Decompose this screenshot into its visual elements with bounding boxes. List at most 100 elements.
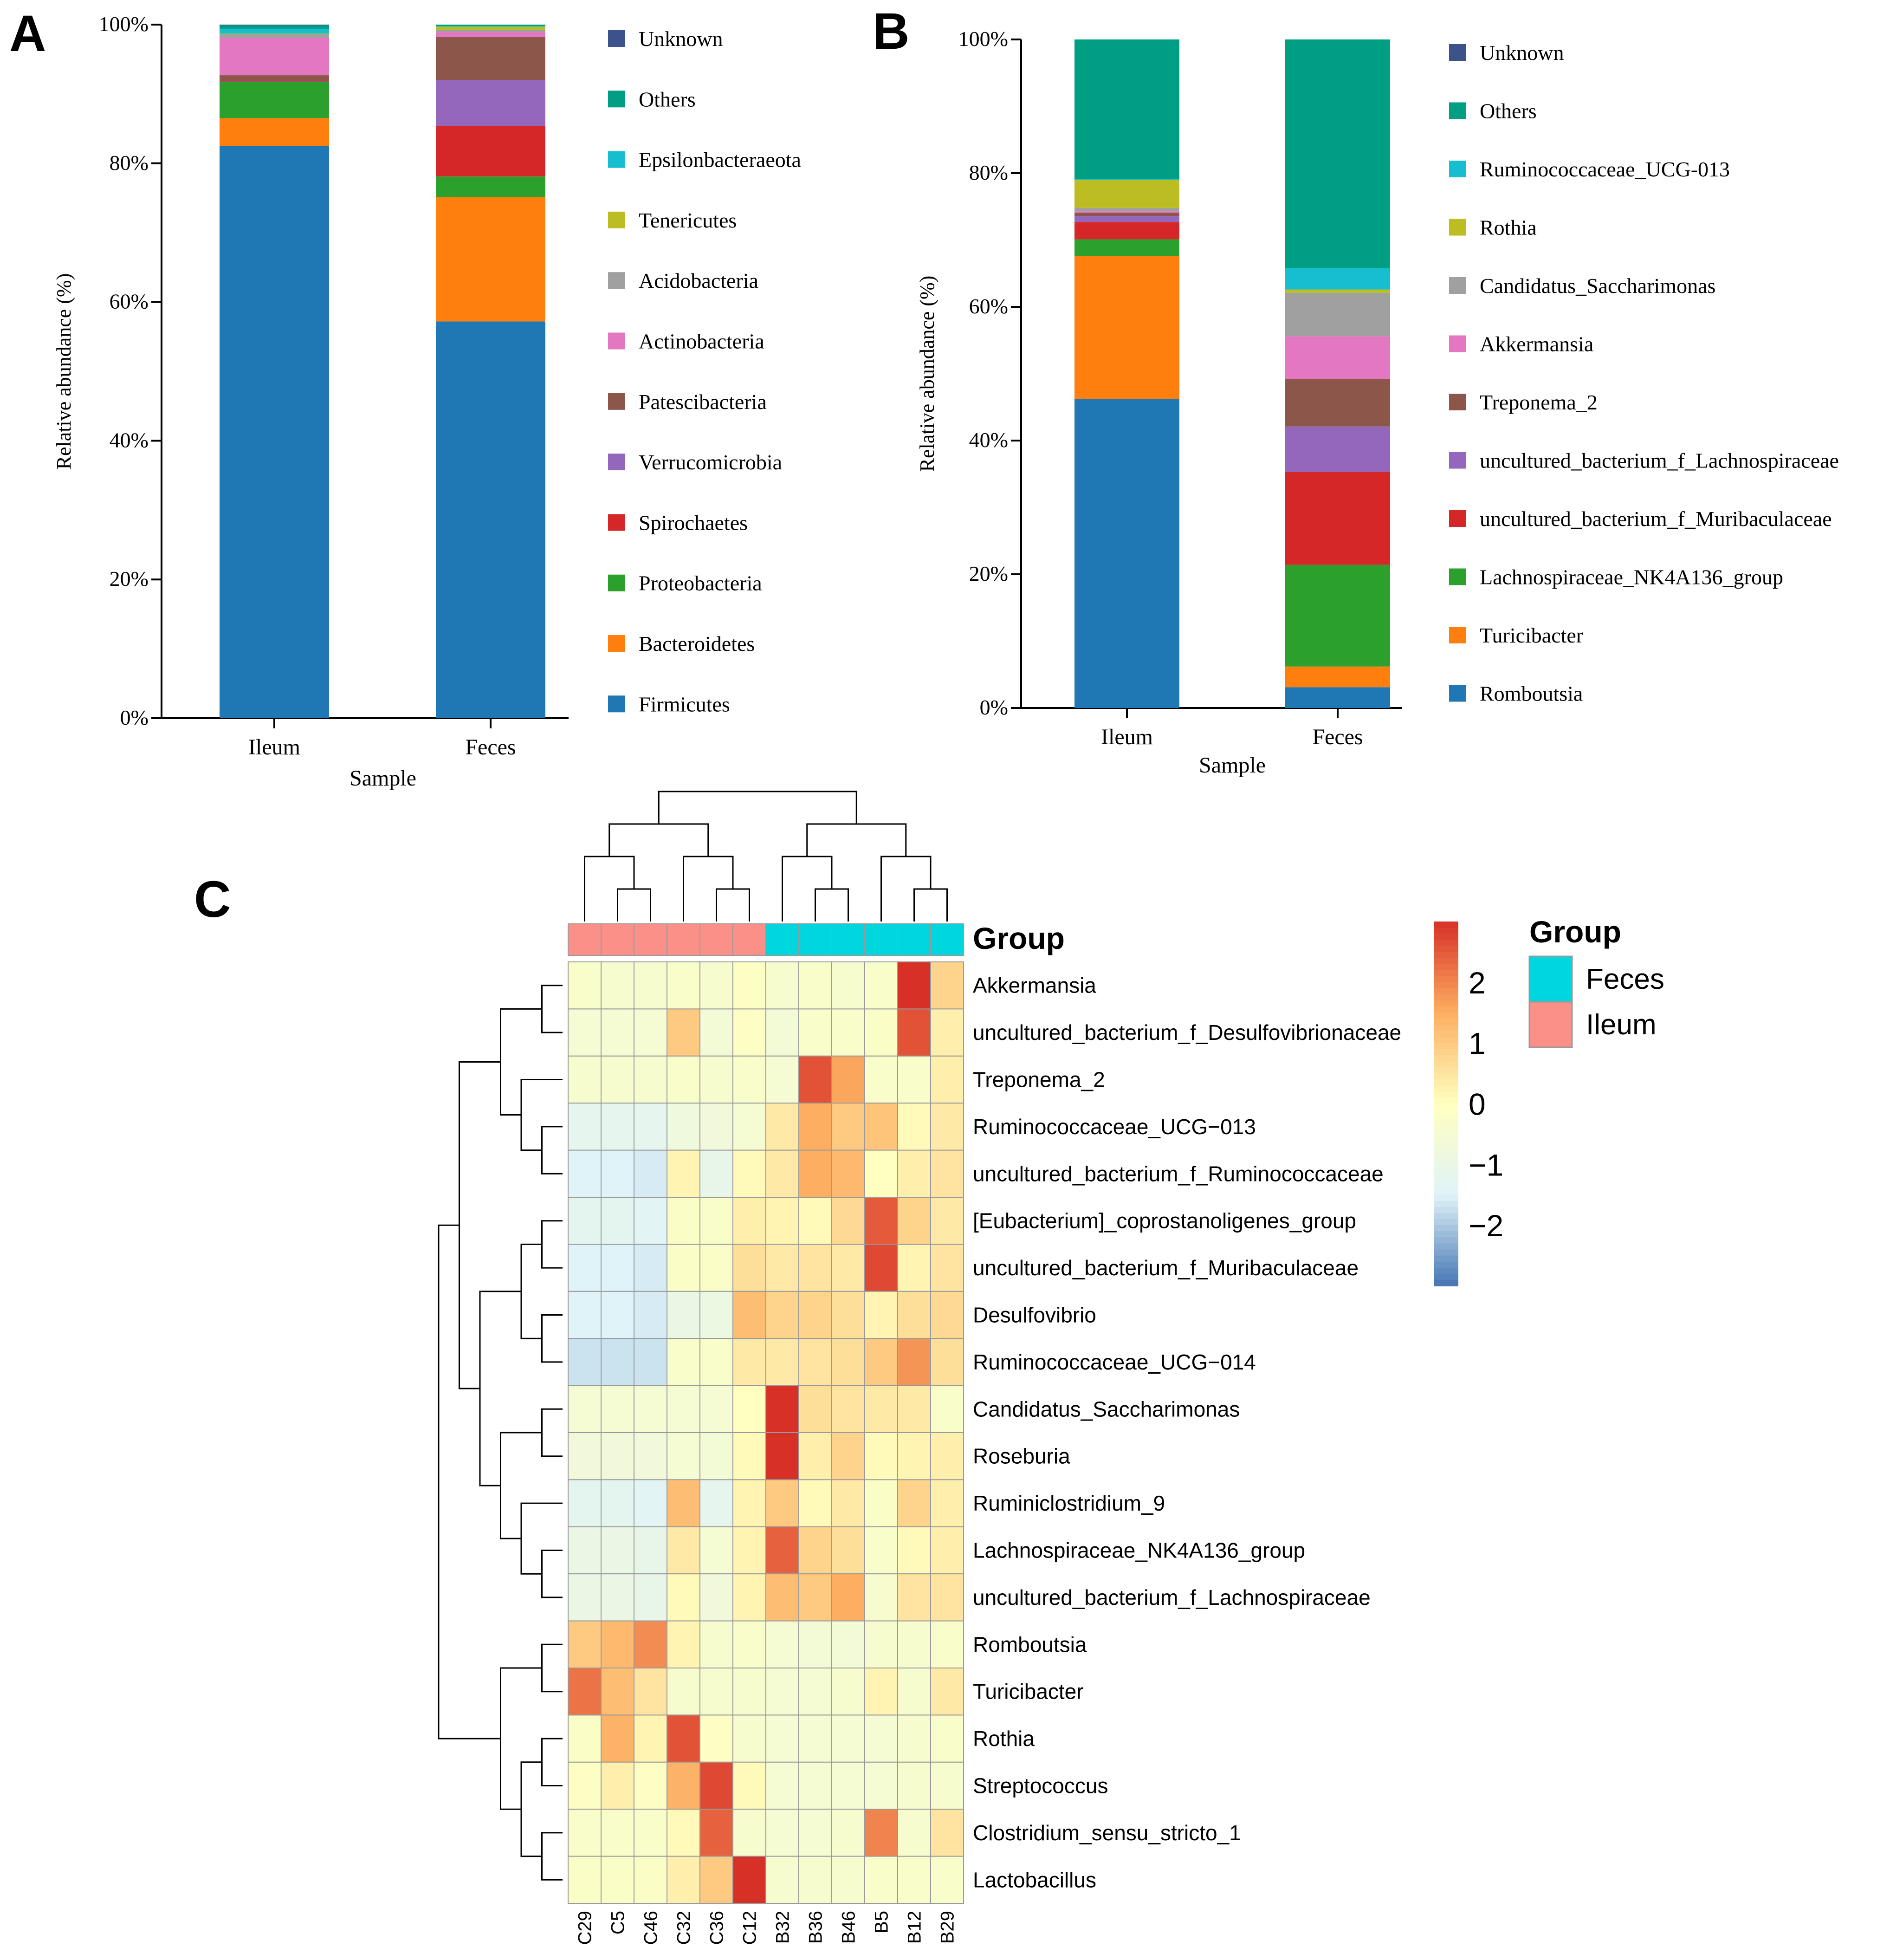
heatmap-cell-uncultured-bacterium-f-muribaculaceae-c29 bbox=[568, 1244, 602, 1292]
heatmap-cell-roseburia-c12 bbox=[732, 1432, 766, 1480]
heatmap-cell-eubacterium-coprostanoligenes-group-b29 bbox=[930, 1197, 964, 1245]
heatmap-cell-roseburia-b5 bbox=[864, 1432, 898, 1480]
heatmap-cell-ruminococcaceae-ucg-014-c29 bbox=[568, 1338, 602, 1386]
colorbar-segment bbox=[1434, 1067, 1458, 1074]
heatmap-cell-streptococcus-c12 bbox=[732, 1761, 766, 1810]
group-annotation-cell-b36 bbox=[798, 923, 832, 956]
column-dendrogram-branch bbox=[658, 791, 857, 824]
row-label-romboutsia: Romboutsia bbox=[973, 1632, 1087, 1656]
row-dendrogram-branch bbox=[438, 1224, 501, 1739]
bar-segment-ileum-uncultured-bacterium-f-muribaculaceae bbox=[1074, 222, 1179, 240]
row-dendrogram-branch bbox=[479, 1291, 521, 1486]
bar-segment-feces-candidatus-saccharimonas bbox=[1285, 292, 1390, 337]
heatmap-cell-lactobacillus-b5 bbox=[864, 1856, 898, 1904]
colorbar-segment bbox=[1434, 1176, 1458, 1183]
bar-segment-feces-romboutsia bbox=[1285, 687, 1390, 708]
heatmap-cell-ruminococcaceae-ucg-013-b12 bbox=[897, 1103, 931, 1151]
heatmap-cell-uncultured-bacterium-f-desulfovibrionaceae-b46 bbox=[831, 1008, 865, 1057]
row-label-clostridium-sensu-stricto-1: Clostridium_sensu_stricto_1 bbox=[973, 1821, 1241, 1845]
heatmap-cell-romboutsia-b29 bbox=[930, 1620, 964, 1669]
colorbar-segment bbox=[1434, 1201, 1458, 1207]
heatmap-cell-rothia-c5 bbox=[601, 1714, 634, 1763]
legend-swatch-others bbox=[1449, 102, 1466, 119]
y-tick-label: 40% bbox=[110, 428, 149, 452]
heatmap-cell-uncultured-bacterium-f-ruminococcaceae-c36 bbox=[699, 1149, 733, 1198]
heatmap-cell-clostridium-sensu-stricto-1-c5 bbox=[601, 1809, 634, 1857]
legend-swatch-spirochaetes bbox=[608, 514, 625, 531]
heatmap-cell-rothia-b32 bbox=[765, 1714, 799, 1763]
heatmap-cell-uncultured-bacterium-f-ruminococcaceae-c12 bbox=[732, 1149, 766, 1198]
heatmap-cell-streptococcus-c36 bbox=[699, 1761, 733, 1810]
row-dendrogram-branch bbox=[541, 1220, 563, 1269]
heatmap-cell-ruminococcaceae-ucg-013-b46 bbox=[831, 1103, 865, 1151]
legend-swatch-uncultured-bacterium-f-lachnospiraceae bbox=[1449, 452, 1466, 469]
bar-segment-feces-rothia bbox=[1285, 289, 1390, 293]
bar-segment-ileum-candidatus-saccharimonas bbox=[1074, 208, 1179, 212]
heatmap-cell-treponema-2-b5 bbox=[864, 1055, 898, 1104]
heatmap-cell-streptococcus-b5 bbox=[864, 1761, 898, 1810]
heatmap-cell-turicibacter-c29 bbox=[568, 1668, 602, 1716]
colorbar-segment bbox=[1434, 928, 1458, 934]
heatmap-cell-uncultured-bacterium-f-muribaculaceae-b32 bbox=[765, 1244, 799, 1292]
heatmap-cell-turicibacter-c46 bbox=[634, 1668, 667, 1716]
heatmap-cell-uncultured-bacterium-f-lachnospiraceae-b5 bbox=[864, 1573, 898, 1622]
heatmap-cell-uncultured-bacterium-f-ruminococcaceae-b12 bbox=[897, 1149, 931, 1198]
row-label-lactobacillus: Lactobacillus bbox=[973, 1868, 1096, 1892]
y-tick-label: 100% bbox=[958, 27, 1008, 51]
heatmap-cell-lachnospiraceae-nk4a136-group-c5 bbox=[601, 1526, 634, 1575]
colorbar-segment bbox=[1434, 1103, 1458, 1110]
heatmap-cell-treponema-2-c12 bbox=[732, 1055, 766, 1104]
column-label-b46: B46 bbox=[839, 1911, 859, 1944]
y-tick-label: 60% bbox=[969, 294, 1008, 318]
legend-label-epsilonbacteraeota: Epsilonbacteraeota bbox=[639, 148, 801, 172]
bar-segment-ileum-rothia bbox=[1074, 180, 1179, 208]
x-tick-label-ileum: Ileum bbox=[248, 735, 300, 759]
column-label-c12: C12 bbox=[740, 1911, 760, 1945]
heatmap-cell-streptococcus-c29 bbox=[568, 1761, 602, 1810]
group-annotation-cell-b29 bbox=[930, 923, 964, 956]
bar-segment-ileum-others bbox=[1074, 39, 1179, 179]
heatmap-cell-streptococcus-b29 bbox=[930, 1761, 964, 1810]
heatmap-cell-akkermansia-b29 bbox=[930, 961, 964, 1010]
heatmap-cell-rothia-b36 bbox=[798, 1714, 832, 1763]
heatmap-cell-uncultured-bacterium-f-ruminococcaceae-b29 bbox=[930, 1149, 964, 1198]
heatmap-cell-uncultured-bacterium-f-muribaculaceae-c12 bbox=[732, 1244, 766, 1292]
heatmap-cell-uncultured-bacterium-f-muribaculaceae-c5 bbox=[601, 1244, 634, 1292]
column-label-c32: C32 bbox=[674, 1911, 694, 1945]
heatmap-cell-turicibacter-b12 bbox=[897, 1668, 931, 1716]
heatmap-cell-uncultured-bacterium-f-ruminococcaceae-b5 bbox=[864, 1149, 898, 1198]
legend-label-acidobacteria: Acidobacteria bbox=[639, 269, 758, 292]
heatmap-cell-ruminococcaceae-ucg-013-b32 bbox=[765, 1103, 799, 1151]
heatmap-cell-akkermansia-c32 bbox=[667, 961, 700, 1010]
legend-swatch-candidatus-saccharimonas bbox=[1449, 277, 1466, 294]
heatmap-cell-lachnospiraceae-nk4a136-group-b36 bbox=[798, 1526, 832, 1575]
legend-swatch-bacteroidetes bbox=[608, 635, 625, 652]
legend-label-proteobacteria: Proteobacteria bbox=[639, 571, 762, 595]
heatmap-cell-ruminococcaceae-ucg-014-b5 bbox=[864, 1338, 898, 1386]
heatmap-cell-roseburia-b32 bbox=[765, 1432, 799, 1480]
row-label-lachnospiraceae-nk4a136-group: Lachnospiraceae_NK4A136_group bbox=[973, 1538, 1305, 1563]
legend-label-unknown: Unknown bbox=[1480, 41, 1564, 65]
bar-segment-feces-treponema-2 bbox=[1285, 379, 1390, 427]
heatmap-cell-lactobacillus-c5 bbox=[601, 1856, 634, 1904]
colorbar-segment bbox=[1434, 940, 1458, 947]
column-dendrogram-branch bbox=[815, 888, 849, 922]
heatmap-cell-akkermansia-b5 bbox=[864, 961, 898, 1010]
bar-segment-ileum-acidobacteria bbox=[220, 34, 329, 38]
legend-swatch-actinobacteria bbox=[608, 332, 625, 350]
heatmap-cell-lachnospiraceae-nk4a136-group-c12 bbox=[732, 1526, 766, 1575]
heatmap-cell-uncultured-bacterium-f-lachnospiraceae-b29 bbox=[930, 1573, 964, 1622]
legend-label-rothia: Rothia bbox=[1480, 216, 1537, 240]
heatmap-cell-ruminiclostridium-9-c12 bbox=[732, 1479, 766, 1527]
heatmap-cell-ruminococcaceae-ucg-014-b12 bbox=[897, 1338, 931, 1386]
heatmap-cell-akkermansia-c46 bbox=[634, 961, 667, 1010]
bar-segment-ileum-treponema-2 bbox=[1074, 212, 1179, 216]
row-label-candidatus-saccharimonas: Candidatus_Saccharimonas bbox=[973, 1397, 1240, 1421]
legend-swatch-treponema-2 bbox=[1449, 394, 1466, 410]
heatmap-cell-uncultured-bacterium-f-muribaculaceae-b36 bbox=[798, 1244, 832, 1292]
heatmap-cell-streptococcus-b12 bbox=[897, 1761, 931, 1810]
row-label-uncultured-bacterium-f-ruminococcaceae: uncultured_bacterium_f_Ruminococcaceae bbox=[973, 1162, 1384, 1186]
row-label-rothia: Rothia bbox=[973, 1726, 1035, 1751]
bar-segment-feces-patescibacteria bbox=[436, 37, 545, 80]
heatmap-cell-ruminococcaceae-ucg-014-c46 bbox=[634, 1338, 667, 1386]
